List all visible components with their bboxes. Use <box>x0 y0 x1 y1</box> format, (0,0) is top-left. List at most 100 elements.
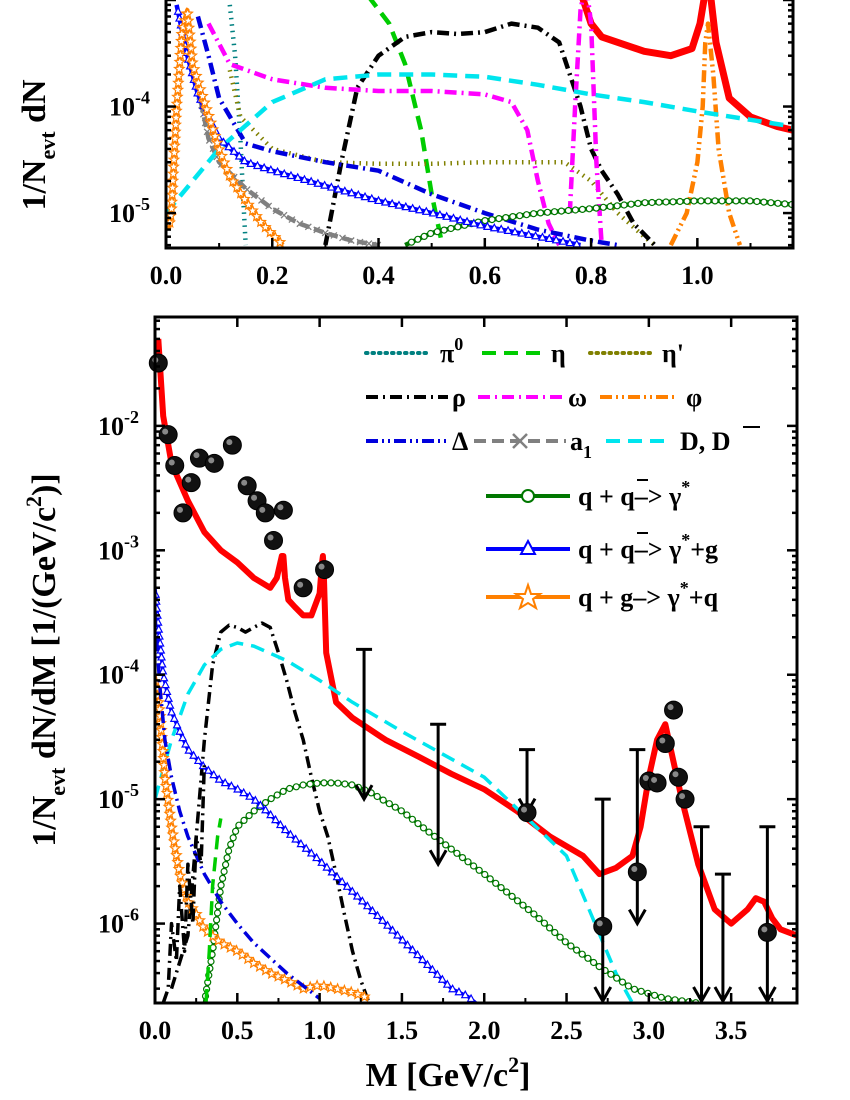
data-point <box>222 435 242 455</box>
top-marker-q-q-g <box>462 216 472 226</box>
bottom-marker-q-q <box>572 946 581 954</box>
bottom-x-tick-label: 3.0 <box>633 1016 666 1045</box>
top-marker-q-g-q <box>202 109 216 122</box>
top-marker-q-q <box>711 197 719 205</box>
top-x-tick-label: 0.8 <box>575 261 608 290</box>
top-marker-q-q-g <box>469 218 479 227</box>
bottom-marker-q-g-q <box>160 786 174 799</box>
bottom-marker-q-q-g <box>172 720 182 729</box>
top-marker-q-g-q <box>167 153 181 166</box>
top-marker-q-q-g <box>387 198 397 208</box>
top-marker-q-q <box>718 197 726 205</box>
top-marker-q-q-g <box>565 237 575 247</box>
top-marker-q-g-q <box>173 55 187 68</box>
top-inset-panel: 0.0 0.2 0.4 0.6 0.8 1.0 10-4 10-5 1/Nevt dN <box>16 0 795 290</box>
top-marker-q-q <box>407 238 416 246</box>
legend-label-pi0: π0 <box>440 334 463 368</box>
bottom-y-tick-label: 10-3 <box>98 531 139 565</box>
top-series- <box>323 21 657 247</box>
top-marker-q-q-g <box>510 226 520 236</box>
bottom-marker-q-q <box>286 784 294 793</box>
top-x-tick-label: 0.0 <box>150 261 183 290</box>
data-point-highlight <box>267 534 274 541</box>
top-marker-q-q <box>488 216 496 224</box>
top-series-dalitz <box>206 22 562 247</box>
bottom-marker-q-q-g <box>165 700 175 709</box>
top-marker-q-g-q <box>166 188 179 201</box>
bottom-x-tick-label: 2.5 <box>550 1016 583 1045</box>
data-point-highlight <box>185 476 192 483</box>
bottom-marker-q-q <box>214 902 222 910</box>
upper-limit-arrow <box>593 986 613 1005</box>
top-marker-q-q <box>440 226 448 234</box>
top-marker-a1 <box>280 211 288 219</box>
bottom-marker-q-q-g <box>226 781 236 790</box>
bottom-marker-q-g-q <box>165 821 178 834</box>
data-point-highlight <box>596 920 603 927</box>
bottom-marker-q-q-g <box>161 679 171 689</box>
bottom-marker-q-g-q <box>167 835 181 847</box>
data-point-highlight <box>277 504 284 511</box>
bottom-x-tick-label: 0.0 <box>139 1016 172 1045</box>
bottom-marker-q-q <box>223 854 231 862</box>
legend-qqbar-gamma-g-end: +g <box>690 535 718 564</box>
data-point <box>181 473 201 493</box>
top-marker-q-q <box>543 208 552 216</box>
data-point <box>757 922 777 942</box>
upper-limit-arrow <box>713 986 733 1005</box>
top-y-axis-title: 1/Nevt dN <box>16 79 60 211</box>
bottom-marker-q-q <box>524 905 533 914</box>
bottom-marker-q-q <box>217 881 225 889</box>
legend-qqbar-gamma-g-sup: * <box>681 530 690 550</box>
bottom-marker-q-q-g <box>193 755 203 765</box>
data-point-highlight <box>226 439 233 446</box>
bottom-marker-q-q <box>464 858 472 866</box>
top-marker-q-q-g <box>293 172 303 182</box>
data-point-highlight <box>672 771 679 778</box>
bottom-marker-q-q-g <box>322 862 332 871</box>
bottom-marker-q-q-g <box>413 949 423 959</box>
top-marker-q-q-g <box>229 146 239 155</box>
bottom-marker-q-q <box>607 970 615 978</box>
top-marker-q-q <box>447 224 455 233</box>
top-marker-q-q-g <box>266 164 276 174</box>
bottom-x-axis-title: M [GeV/c2] <box>366 1052 531 1094</box>
bottom-marker-q-q <box>458 853 467 862</box>
bottom-marker-q-q <box>503 888 511 896</box>
bottom-marker-q-q <box>657 993 665 1001</box>
legend-qqbar-gamma-g-qbar: q <box>620 535 635 564</box>
bottom-marker-q-q-g <box>203 765 213 774</box>
bottom-marker-q-q-g <box>184 745 194 754</box>
data-point-highlight <box>761 926 768 933</box>
top-marker-q-q <box>414 235 422 243</box>
bottom-marker-q-q <box>637 987 645 995</box>
top-marker-q-q <box>781 200 789 208</box>
top-marker-q-g-q <box>259 220 272 233</box>
top-marker-q-q <box>662 198 670 206</box>
legend-marker-qg-gamma-q <box>512 581 544 611</box>
top-series-q-q-g <box>174 4 581 248</box>
top-marker-q-q-g <box>246 158 256 167</box>
top-marker-q-g-q <box>234 186 248 199</box>
bottom-marker-q-g-q <box>217 937 231 950</box>
bottom-marker-q-q-g <box>280 824 290 834</box>
bottom-marker-q-q <box>508 892 516 901</box>
data-point-highlight <box>679 793 686 800</box>
bottom-marker-q-q <box>447 845 455 853</box>
bottom-marker-q-q-g <box>301 843 311 852</box>
top-y-tick-label: 10-4 <box>109 88 150 122</box>
bottom-marker-q-q-g <box>347 886 357 895</box>
bottom-marker-q-q <box>481 870 489 879</box>
bottom-marker-q-q-g <box>157 659 167 668</box>
top-marker-q-q <box>481 217 489 225</box>
bottom-marker-q-q <box>320 779 328 787</box>
top-marker-q-q <box>690 197 698 205</box>
bottom-marker-q-q <box>486 875 494 883</box>
data-point <box>273 500 293 520</box>
data-point <box>204 453 224 473</box>
top-marker-q-g-q <box>166 167 180 180</box>
bottom-marker-q-g-q <box>158 772 172 785</box>
legend-label-phi: φ <box>686 383 702 412</box>
top-marker-q-q <box>550 208 559 216</box>
top-marker-q-g-q <box>171 83 185 96</box>
